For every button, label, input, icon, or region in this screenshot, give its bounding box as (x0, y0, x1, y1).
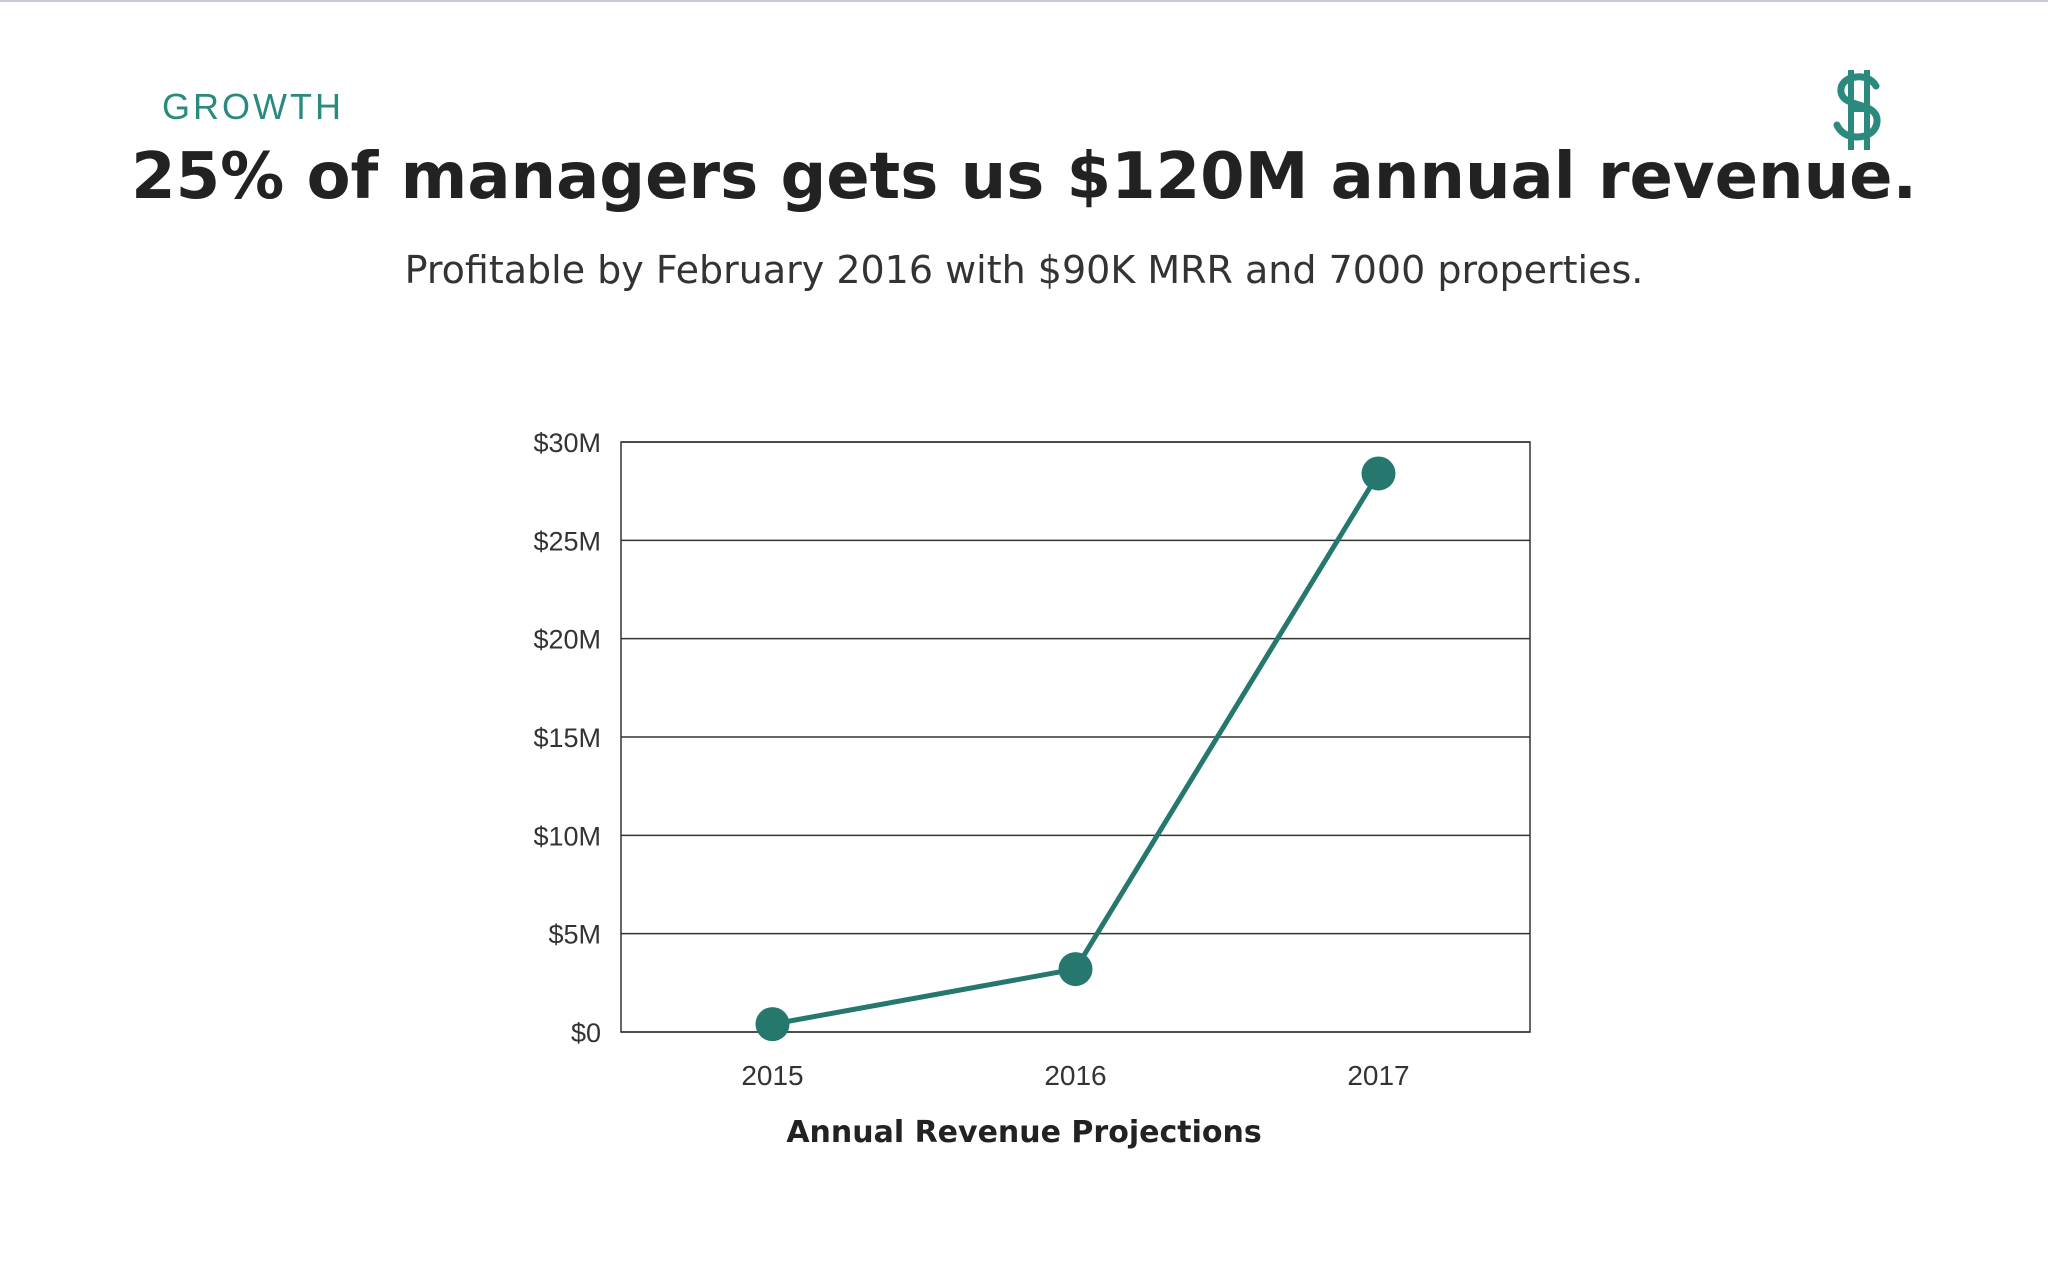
y-tick-label: $15M (533, 723, 601, 753)
y-tick-labels: $0 $5M $10M $15M $20M $25M $30M (533, 428, 601, 1048)
series-lines (770, 470, 1381, 1027)
data-point (1361, 456, 1396, 491)
grid-layer (620, 441, 1531, 1033)
x-tick-label: 2015 (741, 1060, 803, 1091)
y-tick-label: $25M (533, 526, 601, 556)
x-tick-label: 2016 (1044, 1060, 1106, 1091)
series-points (755, 456, 1396, 1042)
subheadline: Profitable by February 2016 with $90K MR… (404, 248, 1644, 292)
dollar-h-logo-icon (1833, 70, 1881, 150)
y-tick-label: $30M (533, 428, 601, 458)
series-line (770, 470, 1381, 1027)
x-axis-title: Annual Revenue Projections (786, 1115, 1262, 1150)
y-tick-label: $5M (548, 920, 601, 950)
y-tick-label: $20M (533, 625, 601, 655)
data-point (755, 1007, 790, 1042)
x-tick-labels: 2015 2016 2017 (741, 1060, 1409, 1091)
y-tick-label: $10M (533, 821, 601, 851)
headline: 25% of managers gets us $120M annual rev… (131, 140, 1917, 214)
data-point (1058, 952, 1093, 987)
section-label: GROWTH (162, 86, 344, 127)
y-tick-label: $0 (571, 1018, 601, 1048)
top-rule (0, 0, 2048, 2)
x-tick-label: 2017 (1347, 1060, 1409, 1091)
